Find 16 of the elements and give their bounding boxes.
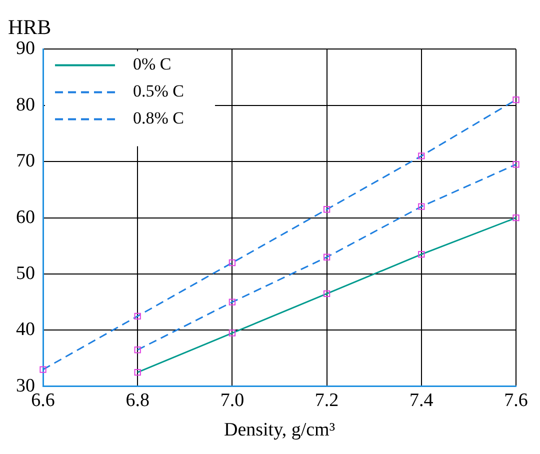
x-axis-title: Density, g/cm³: [224, 420, 336, 441]
x-tick-label: 7.2: [314, 390, 339, 411]
x-tick-label: 6.8: [126, 390, 150, 411]
x-tick-label: 7.6: [504, 390, 528, 411]
y-tick-label: 60: [16, 206, 35, 228]
y-tick-label: 80: [16, 94, 35, 116]
y-tick-label: 50: [16, 262, 35, 284]
y-tick-label: 90: [16, 38, 35, 60]
x-tick-label: 7.0: [220, 390, 244, 411]
x-tick-label: 7.4: [410, 390, 434, 411]
y-tick-label: 40: [16, 319, 35, 340]
legend-label: 0% C: [133, 54, 172, 74]
legend-label: 0.8% C: [133, 108, 184, 128]
y-axis-title: HRB: [8, 15, 52, 40]
legend-label: 0.5% C: [133, 82, 184, 101]
y-tick-label: 70: [16, 150, 35, 172]
